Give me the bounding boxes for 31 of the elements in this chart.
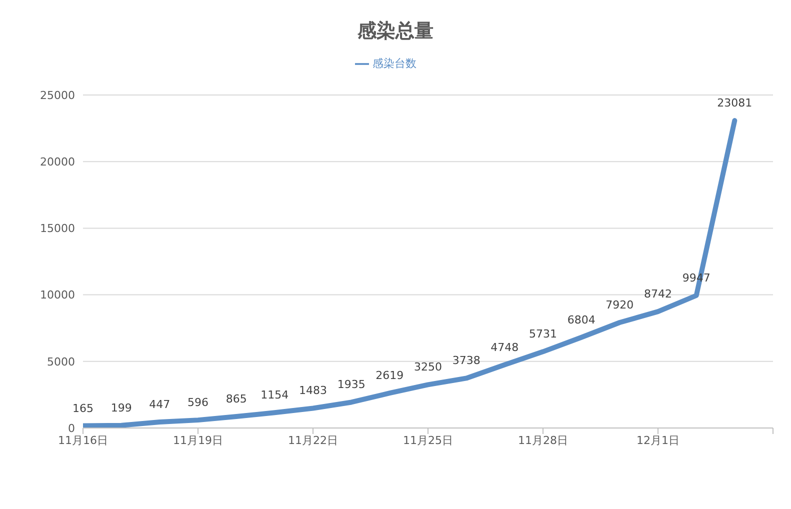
data-label: 7920	[606, 298, 634, 312]
data-label: 2619	[376, 369, 404, 382]
y-tick-label: 25000	[40, 88, 75, 102]
data-label: 447	[149, 398, 170, 412]
data-label: 3738	[452, 354, 480, 368]
x-tick-label: 12月1日	[636, 434, 680, 447]
data-label: 3250	[414, 360, 442, 374]
x-tick-label: 11月28日	[518, 434, 568, 447]
data-label: 1935	[337, 378, 366, 392]
data-label: 1483	[299, 384, 327, 398]
x-tick-label: 11月19日	[173, 434, 223, 447]
data-label: 199	[110, 401, 132, 414]
x-tick-label: 11月25日	[403, 434, 453, 447]
y-tick-label: 20000	[40, 156, 75, 169]
y-tick-label: 5000	[47, 355, 75, 368]
y-tick-label: 0	[68, 422, 75, 435]
x-tick-label: 11月16日	[58, 434, 108, 447]
y-tick-label: 15000	[40, 222, 75, 236]
data-label: 5731	[529, 328, 557, 341]
data-label: 1154	[260, 388, 289, 402]
chart-title: 感染总量	[356, 19, 434, 44]
data-label: 8742	[644, 288, 672, 301]
data-label: 596	[188, 396, 208, 410]
x-tick-label: 11月22日	[288, 434, 338, 447]
data-label: 23081	[717, 96, 752, 110]
data-label: 165	[72, 402, 94, 415]
data-label: 4748	[490, 340, 519, 354]
legend-label: 感染台数	[372, 57, 416, 70]
y-tick-label: 10000	[40, 288, 75, 302]
data-label: 6804	[567, 313, 596, 326]
data-label: 865	[226, 392, 247, 406]
